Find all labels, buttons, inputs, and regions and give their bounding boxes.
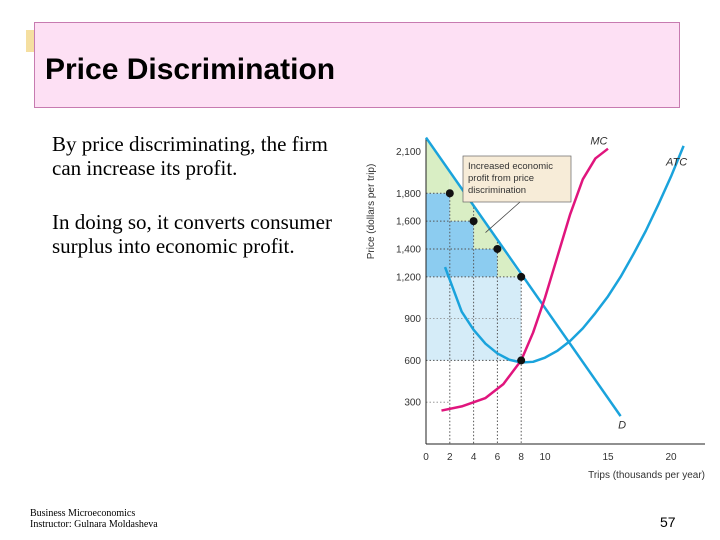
annotation-text: profit from price (468, 173, 534, 184)
x-tick-label: 0 (423, 452, 429, 463)
annotation-pointer (485, 201, 521, 233)
paragraph-consumer-surplus: In doing so, it converts consumer surplu… (52, 210, 332, 258)
x-tick-label: 15 (602, 452, 614, 463)
y-tick-label: 1,800 (396, 189, 421, 200)
x-tick-label: 8 (518, 452, 524, 463)
x-tick-label: 6 (495, 452, 501, 463)
price-point (517, 356, 526, 365)
cost-area (426, 276, 522, 361)
x-tick-label: 2 (447, 452, 453, 463)
y-axis-label: Price (dollars per trip) (366, 164, 377, 260)
footer-course: Business Microeconomics (30, 508, 136, 519)
y-tick-label: 1,400 (396, 244, 421, 255)
paragraph-price-discrimination: By price discriminating, the firm can in… (52, 132, 328, 180)
extra-profit-triangle (497, 242, 522, 277)
extra-profit-triangle (473, 207, 498, 249)
atc-curve (443, 145, 685, 364)
profit-area (426, 193, 522, 277)
footer-instructor: Instructor: Gulnara Moldasheva (30, 519, 158, 530)
annotation-text: Increased economic (468, 161, 553, 172)
price-point (469, 217, 478, 226)
x-tick-label: 10 (539, 452, 551, 463)
x-axis-label: Trips (thousands per year) (588, 470, 705, 481)
y-tick-label: 2,100 (396, 147, 421, 158)
price-point (493, 244, 502, 253)
demand-label: D (618, 420, 626, 432)
x-tick-label: 4 (471, 452, 477, 463)
annotation-box (462, 155, 572, 203)
title-banner: Price Discrimination (34, 22, 680, 108)
price-point (445, 189, 454, 198)
price-point (517, 272, 526, 281)
price-discrimination-chart: 300 600 900 1,200 1,400 1,600 1,800 2,100 0 2 4 6 8 1… (366, 136, 705, 481)
page-title: Price Discrimination (45, 53, 336, 86)
y-tick-label: 300 (404, 398, 421, 409)
extra-profit-triangle (449, 172, 474, 222)
mc-label: MC (590, 136, 607, 148)
extra-profit-triangle (426, 137, 450, 194)
y-tick-label: 1,200 (396, 272, 421, 283)
annotation-text: discrimination (468, 185, 526, 196)
slide-number: 57 (660, 514, 676, 530)
y-tick-label: 1,600 (396, 217, 421, 228)
footer: Business Microeconomics Instructor: Guln… (30, 508, 158, 530)
y-tick-label: 900 (404, 314, 421, 325)
mc-curve (441, 147, 609, 412)
atc-label: ATC (665, 156, 687, 168)
y-tick-label: 600 (404, 356, 421, 367)
x-tick-label: 20 (665, 452, 677, 463)
